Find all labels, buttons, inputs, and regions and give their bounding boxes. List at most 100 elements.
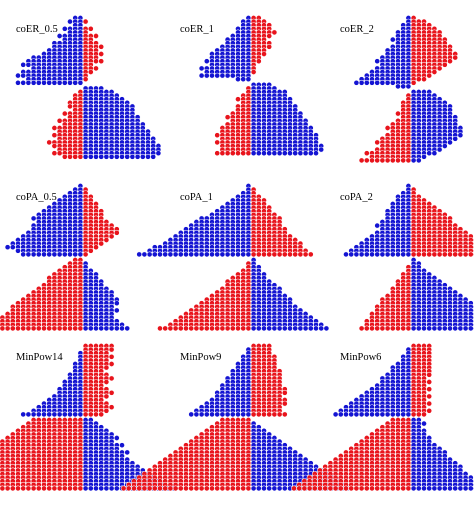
dot-red xyxy=(4,485,11,492)
dot-blue xyxy=(426,150,433,157)
dot-blue xyxy=(124,153,131,160)
dot-blue xyxy=(15,72,21,79)
dot-red xyxy=(235,325,241,332)
dot-blue xyxy=(77,79,84,86)
dot-red xyxy=(224,485,231,492)
dot-blue xyxy=(363,411,370,418)
dot-blue xyxy=(9,244,16,251)
dot-red xyxy=(214,139,221,146)
dot-blue xyxy=(193,251,200,258)
dot-blue xyxy=(255,325,262,332)
dot-blue xyxy=(98,153,105,160)
panel-title: coPA_1 xyxy=(180,192,213,203)
dot-red xyxy=(245,485,252,492)
dot-red xyxy=(229,325,236,332)
dot-red xyxy=(141,485,148,492)
dot-blue xyxy=(113,300,120,307)
dot-blue xyxy=(369,411,375,418)
dot-blue xyxy=(436,146,443,153)
dot-red xyxy=(198,325,205,332)
dot-red xyxy=(177,485,184,492)
dot-blue xyxy=(245,76,252,83)
dot-blue xyxy=(245,251,252,258)
dot-blue xyxy=(467,325,474,332)
dot-red xyxy=(292,251,299,258)
dot-red xyxy=(374,325,381,332)
dot-blue xyxy=(363,79,370,86)
dot-red xyxy=(87,247,94,254)
dot-blue xyxy=(400,251,407,258)
dot-red xyxy=(245,150,252,157)
dot-blue xyxy=(20,251,27,258)
dot-blue xyxy=(421,153,427,160)
dot-red xyxy=(167,485,174,492)
dot-red xyxy=(426,371,433,378)
dot-blue xyxy=(30,251,37,258)
dot-red xyxy=(46,139,53,146)
dot-red xyxy=(98,43,105,50)
dot-red xyxy=(421,76,427,83)
dot-red xyxy=(389,325,396,332)
dot-red xyxy=(266,33,273,39)
dot-blue xyxy=(276,485,283,492)
dot-blue xyxy=(405,83,412,90)
dot-blue xyxy=(410,325,417,332)
dot-blue xyxy=(431,150,438,157)
dot-red xyxy=(51,143,58,149)
dot-blue xyxy=(452,325,459,332)
dot-blue xyxy=(379,79,386,86)
dot-blue xyxy=(235,76,241,83)
panel-title: coER_1 xyxy=(180,24,214,35)
dot-red xyxy=(214,325,221,332)
dot-red xyxy=(363,325,370,332)
dot-red xyxy=(56,117,63,124)
panel-minpow6: MinPow6 xyxy=(291,343,474,492)
dot-red xyxy=(108,389,115,396)
dot-blue xyxy=(61,79,68,86)
dot-red xyxy=(209,325,215,332)
dot-red xyxy=(261,251,267,258)
dot-blue xyxy=(363,251,370,258)
dot-blue xyxy=(292,150,299,157)
dot-blue xyxy=(93,153,99,160)
dot-red xyxy=(209,485,215,492)
dot-blue xyxy=(157,251,163,258)
panel-title: coER_0.5 xyxy=(16,24,58,35)
dot-blue xyxy=(240,411,247,418)
dot-red xyxy=(240,325,247,332)
dot-blue xyxy=(421,420,427,427)
dot-red xyxy=(77,485,84,492)
dot-red xyxy=(61,110,68,117)
dot-blue xyxy=(307,150,314,157)
dot-red xyxy=(462,251,469,258)
dot-red xyxy=(214,485,221,492)
dot-red xyxy=(307,251,314,258)
dot-blue xyxy=(82,485,89,492)
dot-red xyxy=(198,485,205,492)
dot-blue xyxy=(389,36,396,43)
dot-blue xyxy=(261,485,267,492)
panel-title: MinPow9 xyxy=(180,352,221,363)
dot-red xyxy=(98,51,105,57)
dot-blue xyxy=(313,325,319,332)
dot-blue xyxy=(369,79,375,86)
dot-red xyxy=(93,244,99,251)
dot-blue xyxy=(198,251,205,258)
dot-red xyxy=(157,485,163,492)
dot-red xyxy=(103,364,110,371)
dot-red xyxy=(4,325,11,332)
dot-blue xyxy=(318,146,325,153)
dot-blue xyxy=(172,251,179,258)
dot-blue xyxy=(103,485,110,492)
dot-red xyxy=(108,353,115,360)
dot-blue xyxy=(103,325,110,332)
dot-red xyxy=(46,325,53,332)
dot-blue xyxy=(436,325,443,332)
panel-title: coPA_2 xyxy=(340,192,373,203)
dot-red xyxy=(426,386,433,393)
dot-blue xyxy=(108,485,115,492)
dot-blue xyxy=(119,325,125,332)
dot-blue xyxy=(332,411,339,418)
dot-blue xyxy=(431,325,438,332)
dot-blue xyxy=(302,150,309,157)
